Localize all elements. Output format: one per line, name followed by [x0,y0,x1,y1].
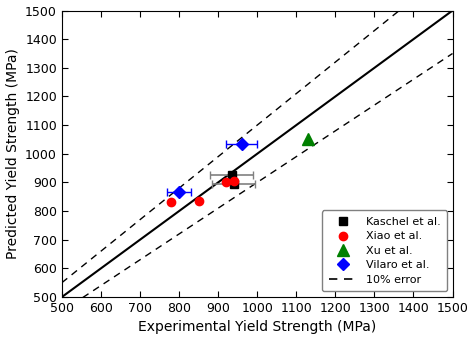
Legend: Kaschel et al., Xiao et al., Xu et al., Vilaro et al., 10% error: Kaschel et al., Xiao et al., Xu et al., … [322,210,447,291]
X-axis label: Experimental Yield Strength (MPa): Experimental Yield Strength (MPa) [138,320,376,335]
Y-axis label: Predicted Yield Strength (MPa): Predicted Yield Strength (MPa) [6,48,19,259]
